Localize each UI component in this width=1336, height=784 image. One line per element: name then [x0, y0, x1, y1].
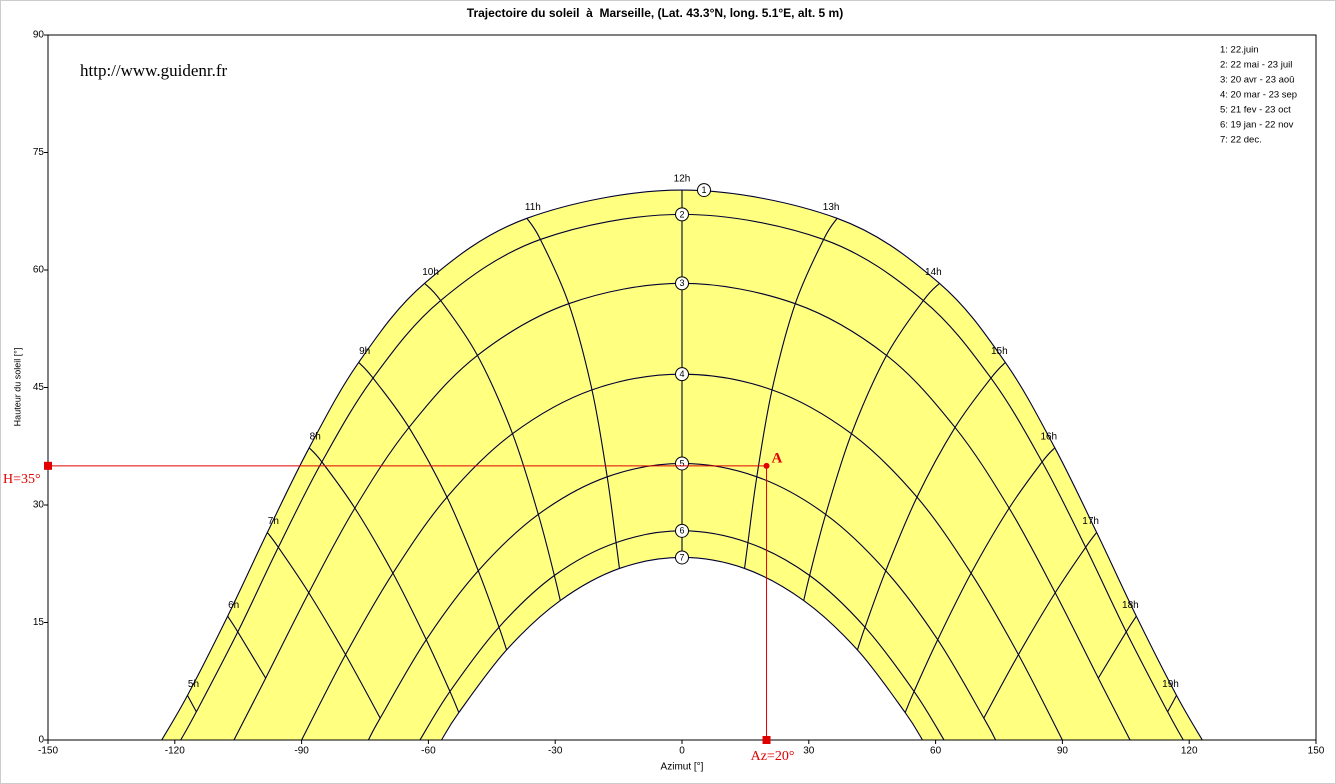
hour-label: 19h	[1162, 679, 1179, 690]
y-tick-label: 60	[33, 265, 45, 276]
annotation-y-marker	[44, 461, 52, 470]
hour-line	[424, 282, 561, 601]
x-tick-label: 120	[1181, 746, 1198, 757]
annotation-point	[763, 462, 770, 469]
hour-line	[983, 532, 1098, 719]
curve-number: 1	[701, 185, 706, 195]
watermark: http://www.guidenr.fr	[80, 61, 227, 80]
legend-entry: 4: 20 mar - 23 sep	[1220, 90, 1297, 101]
hour-label: 9h	[359, 346, 370, 357]
hour-label: 13h	[823, 202, 840, 213]
y-axis-label: Hauteur du soleil [°]	[12, 348, 22, 427]
hour-line	[803, 282, 940, 601]
hour-line	[227, 615, 267, 679]
annotation-y-label: H=35°	[3, 472, 41, 487]
hour-line	[266, 532, 381, 719]
hour-line	[186, 695, 197, 713]
curve-number: 5	[679, 458, 684, 468]
hour-label: 18h	[1122, 600, 1139, 611]
hour-label: 8h	[310, 431, 321, 442]
hour-line	[856, 362, 1006, 651]
y-tick-label: 0	[38, 735, 44, 746]
hour-label: 12h	[674, 174, 691, 185]
curve-number: 4	[679, 369, 684, 379]
annotation-x-label: Az=20°	[751, 749, 795, 764]
legend-entry: 7: 22 dec.	[1220, 135, 1262, 146]
x-tick-label: 0	[679, 746, 685, 757]
curve-marker	[697, 183, 711, 198]
hour-label: 11h	[525, 202, 541, 213]
hour-line	[526, 217, 620, 569]
annotation-x-marker	[762, 736, 771, 744]
chart-title: Trajectoire du soleil à Marseille, (Lat.…	[467, 6, 843, 20]
x-tick-label: -150	[38, 746, 58, 757]
hour-line	[744, 217, 838, 569]
hour-label: 6h	[228, 600, 239, 611]
curve-marker	[675, 550, 689, 565]
hour-label: 16h	[1040, 431, 1057, 442]
y-tick-label: 75	[33, 147, 45, 158]
curve-number: 2	[679, 209, 684, 219]
hour-label: 7h	[268, 516, 279, 527]
plot-area: -150 -120 -90 -60 -30 0 30 60 90 120 1500153045607…	[33, 30, 1325, 757]
hour-line	[308, 447, 460, 713]
y-tick-label: 30	[33, 500, 45, 511]
x-tick-label: 150	[1308, 746, 1325, 757]
curve-number: 7	[679, 552, 684, 562]
hour-line	[358, 362, 508, 651]
curve-marker	[675, 367, 689, 382]
x-tick-label: -60	[421, 746, 436, 757]
hour-label: 14h	[925, 267, 942, 278]
hour-line	[1097, 615, 1137, 679]
curve-number: 6	[679, 526, 684, 536]
curve-marker	[675, 456, 689, 471]
x-tick-label: -30	[548, 746, 563, 757]
x-tick-label: 30	[803, 746, 815, 757]
hour-label: 10h	[422, 267, 439, 278]
curve-number: 3	[679, 278, 684, 288]
annotation-label: A	[772, 450, 783, 466]
y-tick-label: 15	[33, 617, 45, 628]
legend-entry: 2: 22 mai - 23 juil	[1220, 60, 1292, 71]
x-tick-label: 60	[930, 746, 942, 757]
x-tick-label: -90	[294, 746, 309, 757]
legend-entry: 1: 22.juin	[1220, 45, 1259, 56]
x-axis-label: Azimut [°]	[661, 762, 704, 773]
y-tick-label: 45	[33, 382, 45, 393]
hour-label: 5h	[188, 679, 199, 690]
hour-line	[1167, 695, 1178, 713]
curve-marker	[675, 523, 689, 538]
x-tick-label: -120	[165, 746, 185, 757]
plot-border	[47, 34, 1317, 741]
curve-marker	[675, 276, 689, 291]
hour-line	[904, 447, 1056, 713]
legend-entry: 5: 21 fev - 23 oct	[1220, 105, 1291, 116]
curve-marker	[675, 207, 689, 222]
legend-entry: 6: 19 jan - 22 nov	[1220, 120, 1294, 131]
x-tick-label: 90	[1057, 746, 1069, 757]
y-tick-label: 90	[33, 30, 45, 41]
legend-entry: 3: 20 avr - 23 aoû	[1220, 75, 1294, 86]
hour-label: 17h	[1082, 516, 1099, 527]
hour-label: 15h	[991, 346, 1008, 357]
